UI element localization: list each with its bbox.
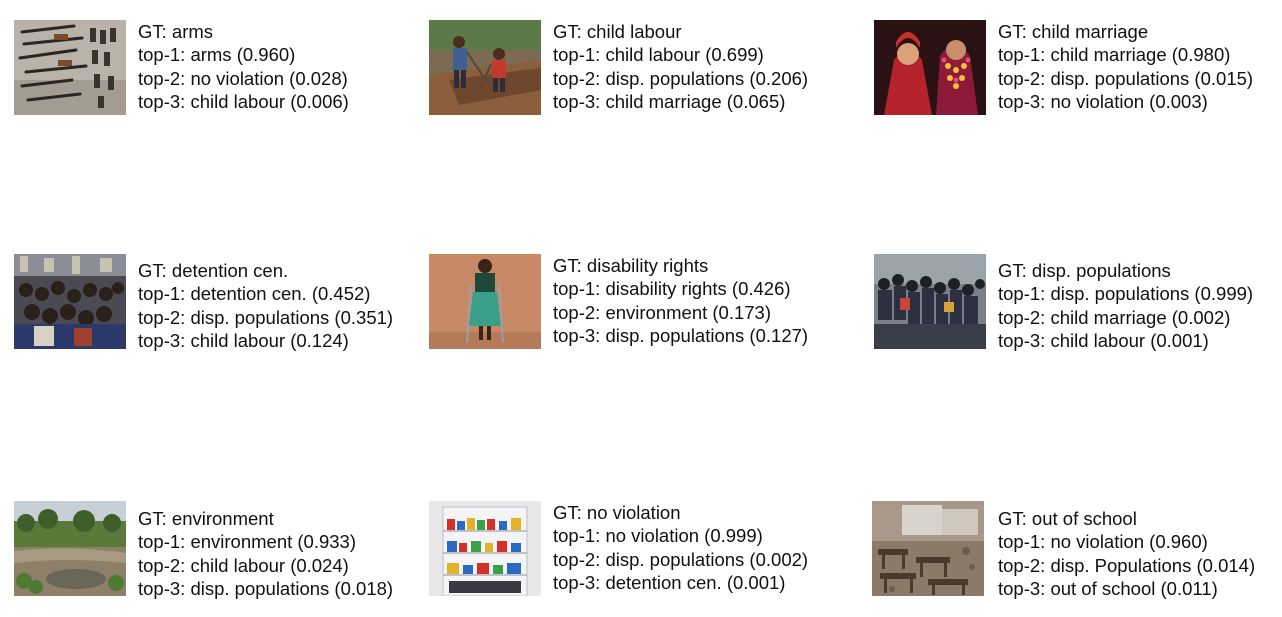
top-2-prediction: top-2: disp. populations (0.351) <box>138 306 394 328</box>
top-1-prediction: top-1: arms (0.960) <box>138 44 296 66</box>
prediction-labels: GT: child labour top-1: child labour (0.… <box>553 20 808 113</box>
top-1-prediction: top-1: environment (0.933) <box>138 531 357 553</box>
weapons-photo <box>14 20 126 115</box>
prediction-labels: GT: detention cen. top-1: detention cen.… <box>138 259 393 352</box>
top-1-prediction: top-1: disability rights (0.426) <box>553 278 791 300</box>
no-violation-photo <box>429 501 541 596</box>
top-3-prediction: top-3: no violation (0.003) <box>998 90 1208 112</box>
environment-photo <box>14 501 126 596</box>
displaced-populations-photo <box>874 254 986 349</box>
child-labour-photo <box>429 20 541 115</box>
top-3-prediction: top-3: disp. populations (0.018) <box>138 577 394 599</box>
top-1-prediction: top-1: child labour (0.699) <box>553 44 764 66</box>
ground-truth-label: GT: environment <box>138 508 274 529</box>
ground-truth-label: GT: child marriage <box>998 21 1149 42</box>
top-3-prediction: top-3: disp. populations (0.127) <box>553 324 809 346</box>
ground-truth-label: GT: disability rights <box>553 255 709 276</box>
top-2-prediction: top-2: child marriage (0.002) <box>998 306 1231 328</box>
ground-truth-label: GT: disp. populations <box>998 260 1171 281</box>
ground-truth-label: GT: arms <box>138 21 214 42</box>
top-3-prediction: top-3: child labour (0.001) <box>998 329 1209 351</box>
top-2-prediction: top-2: disp. populations (0.015) <box>998 67 1254 89</box>
top-2-prediction: top-2: environment (0.173) <box>553 301 772 323</box>
prediction-labels: GT: disability rights top-1: disability … <box>553 254 808 347</box>
ground-truth-label: GT: no violation <box>553 502 681 523</box>
top-3-prediction: top-3: detention cen. (0.001) <box>553 571 786 593</box>
top-1-prediction: top-1: disp. populations (0.999) <box>998 283 1254 305</box>
ground-truth-label: GT: child labour <box>553 21 682 42</box>
prediction-labels: GT: child marriage top-1: child marriage… <box>998 20 1253 113</box>
prediction-labels: GT: environment top-1: environment (0.93… <box>138 507 393 600</box>
top-3-prediction: top-3: child marriage (0.065) <box>553 90 786 112</box>
prediction-labels: GT: no violation top-1: no violation (0.… <box>553 501 808 594</box>
prediction-labels: GT: out of school top-1: no violation (0… <box>998 507 1255 600</box>
prediction-labels: GT: disp. populations top-1: disp. popul… <box>998 259 1253 352</box>
detention-center-photo <box>14 254 126 349</box>
out-of-school-photo <box>872 501 984 596</box>
top-3-prediction: top-3: out of school (0.011) <box>998 577 1218 599</box>
top-1-prediction: top-1: child marriage (0.980) <box>998 44 1231 66</box>
disability-rights-photo <box>429 254 541 349</box>
prediction-labels: GT: arms top-1: arms (0.960) top-2: no v… <box>138 20 349 113</box>
top-2-prediction: top-2: disp. populations (0.206) <box>553 67 809 89</box>
top-2-prediction: top-2: disp. populations (0.002) <box>553 548 809 570</box>
top-1-prediction: top-1: detention cen. (0.452) <box>138 283 371 305</box>
top-2-prediction: top-2: child labour (0.024) <box>138 554 349 576</box>
top-2-prediction: top-2: no violation (0.028) <box>138 67 348 89</box>
ground-truth-label: GT: out of school <box>998 508 1137 529</box>
child-marriage-photo <box>874 20 986 115</box>
top-3-prediction: top-3: child labour (0.006) <box>138 90 349 112</box>
top-1-prediction: top-1: no violation (0.999) <box>553 525 763 547</box>
top-2-prediction: top-2: disp. Populations (0.014) <box>998 554 1256 576</box>
top-3-prediction: top-3: child labour (0.124) <box>138 329 349 351</box>
top-1-prediction: top-1: no violation (0.960) <box>998 531 1208 553</box>
ground-truth-label: GT: detention cen. <box>138 260 289 281</box>
